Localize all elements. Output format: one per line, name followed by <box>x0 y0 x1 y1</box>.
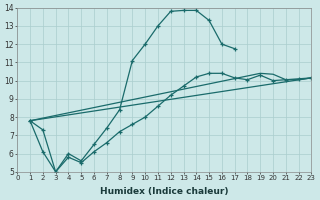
X-axis label: Humidex (Indice chaleur): Humidex (Indice chaleur) <box>100 187 228 196</box>
